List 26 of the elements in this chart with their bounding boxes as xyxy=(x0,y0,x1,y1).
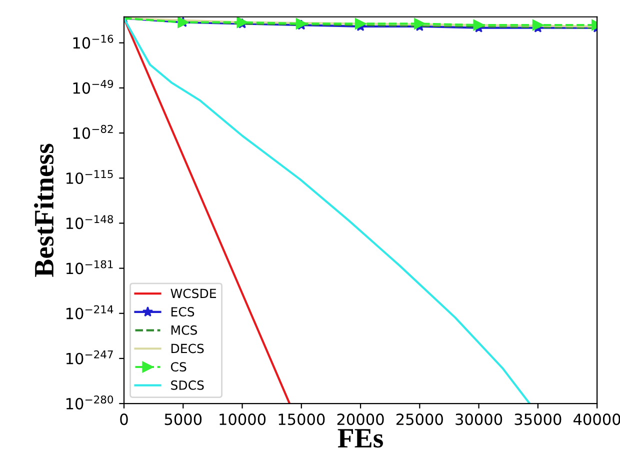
legend-label: ECS xyxy=(171,307,194,316)
x-tick-label: 25000 xyxy=(396,414,443,426)
legend-label: SDCS xyxy=(171,380,204,390)
x-tick-label: 40000 xyxy=(574,414,620,426)
legend-label: CS xyxy=(170,362,186,372)
x-tick-label: 20000 xyxy=(337,414,384,426)
y-tick-label: 10$^{−82}$ xyxy=(73,124,113,139)
x-tick-label: 0 xyxy=(120,414,128,426)
legend-label: WCSDE xyxy=(170,288,216,298)
y-tick-label: 10$^{−16}$ xyxy=(73,34,114,49)
y-tick-label: 10$^{−247}$ xyxy=(66,350,113,364)
y-tick-label: 10$^{−181}$ xyxy=(66,260,113,274)
y-tick-label: 10$^{−148}$ xyxy=(66,215,114,230)
y-axis-title: BestFitness xyxy=(34,144,54,277)
y-tick-label: 10$^{−115}$ xyxy=(66,170,113,184)
x-tick-label: 10000 xyxy=(220,414,266,426)
y-tick-label: 10$^{−214}$ xyxy=(66,305,114,320)
legend-label: MCS xyxy=(171,325,197,335)
x-tick-label: 30000 xyxy=(456,414,502,426)
y-tick-label: 10$^{−49}$ xyxy=(73,80,114,94)
x-tick-label: 5000 xyxy=(164,414,202,426)
x-tick-label: 15000 xyxy=(278,414,325,426)
legend-label: DECS xyxy=(171,344,204,354)
x-axis-title: FEs xyxy=(338,429,383,448)
y-tick-label: 10$^{−280}$ xyxy=(66,395,114,410)
x-tick-label: 35000 xyxy=(514,414,562,426)
